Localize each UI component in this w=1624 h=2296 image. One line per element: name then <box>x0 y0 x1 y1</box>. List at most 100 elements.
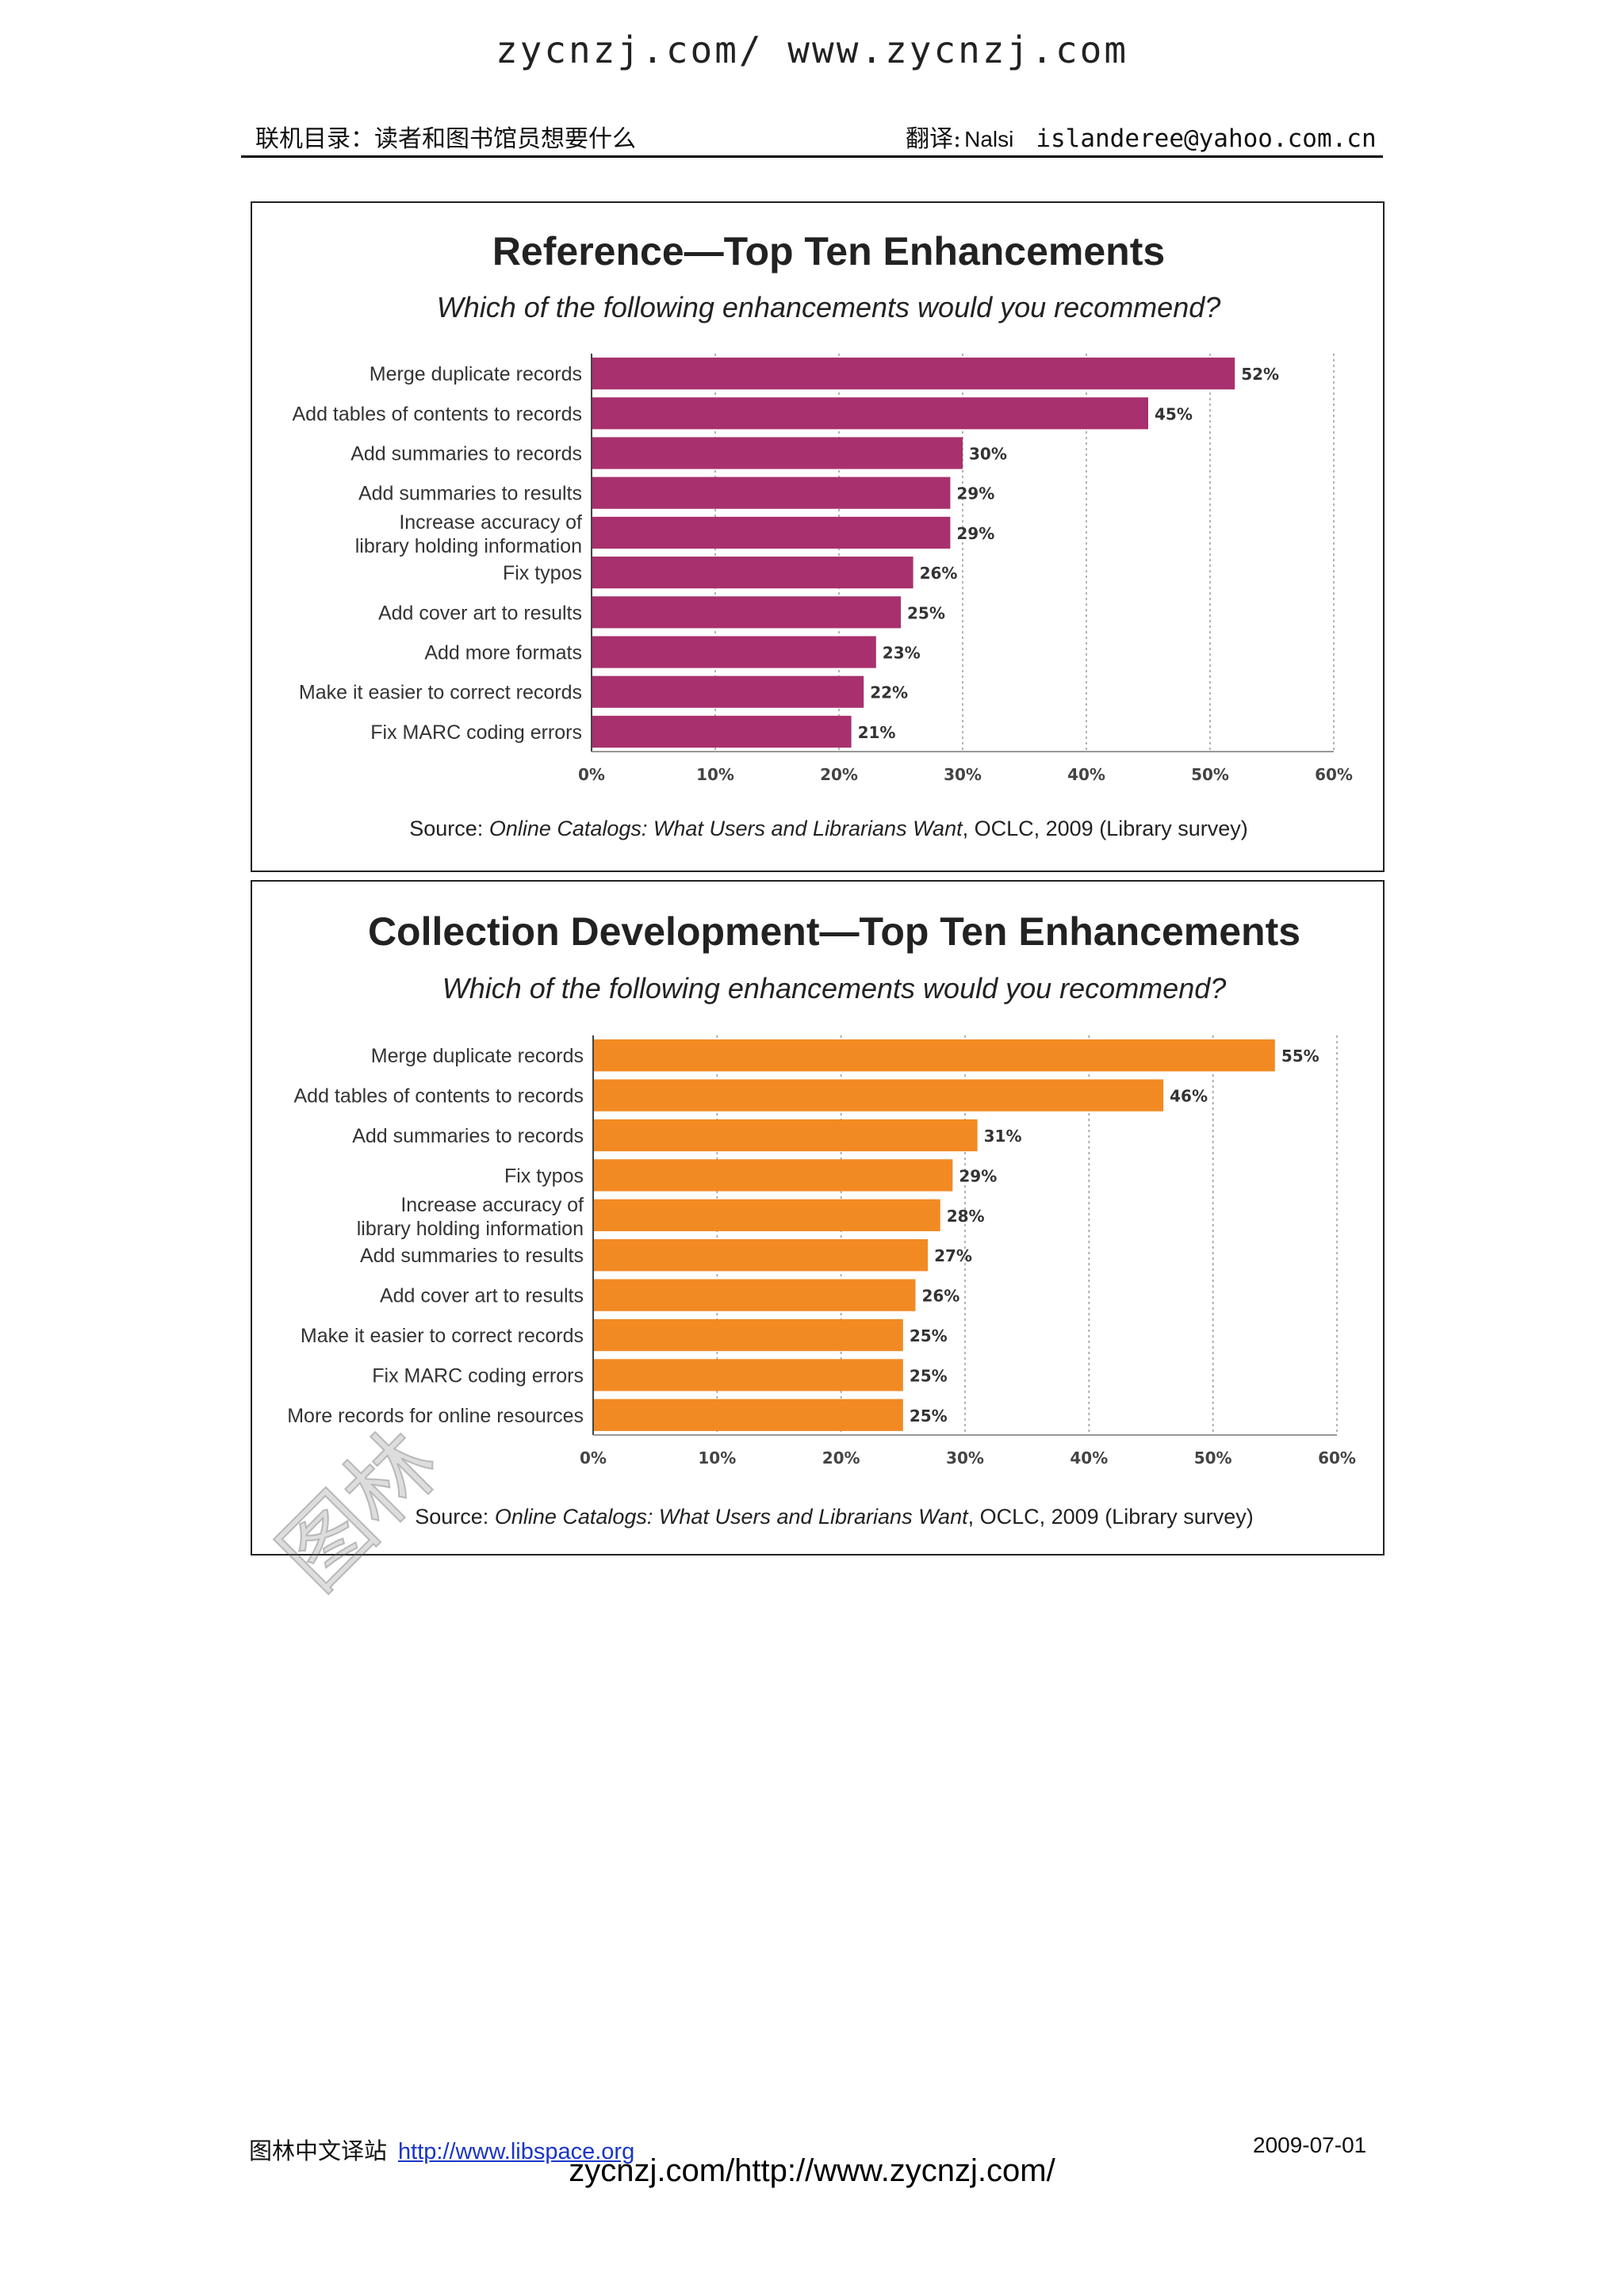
reference-category-label: Merge duplicate records <box>370 363 582 385</box>
collection-category-label: Fix typos <box>504 1165 584 1187</box>
footer-date: 2009-07-01 <box>1253 2133 1367 2157</box>
collection-category-label: Add summaries to records <box>352 1125 584 1147</box>
reference-bar <box>592 715 852 748</box>
collection-bar <box>594 1039 1275 1072</box>
collection-development-chart: Collection Development—Top Ten Enhanceme… <box>251 880 1385 1556</box>
collection-bar <box>594 1318 903 1352</box>
collection-bar <box>594 1279 916 1311</box>
reference-chart-svg: Reference—Top Ten Enhancements Which of t… <box>293 229 1353 840</box>
reference-category-label: Make it easier to correct records <box>299 682 582 704</box>
footer-watermark: zycnzj.com/http://www.zycnzj.com/ <box>569 2153 1055 2188</box>
reference-category-label: Fix typos <box>503 562 582 584</box>
top-watermark: zycnzj.com/ www.zycnzj.com <box>495 29 1129 71</box>
collection-data-label: 31% <box>984 1127 1022 1146</box>
collection-category-label: Add summaries to results <box>360 1245 584 1267</box>
collection-category-label-line: Increase accuracy of <box>400 1194 584 1216</box>
collection-data-label: 27% <box>934 1246 972 1265</box>
collection-bar <box>594 1159 953 1192</box>
reference-data-label: 25% <box>907 603 945 622</box>
collection-category-label: Merge duplicate records <box>371 1045 584 1067</box>
collection-title: Collection Development—Top Ten Enhanceme… <box>368 909 1300 954</box>
reference-x-tick-label: 50% <box>1191 765 1229 784</box>
reference-x-tick-label: 20% <box>820 765 858 784</box>
reference-bar <box>592 516 951 549</box>
collection-source-suffix: , OCLC, 2009 (Library survey) <box>968 1505 1254 1529</box>
reference-data-label: 45% <box>1155 404 1193 423</box>
reference-category-label: Add more formats <box>424 642 582 664</box>
reference-title: Reference—Top Ten Enhancements <box>492 229 1165 274</box>
translator-email: islanderee@yahoo.com.cn <box>1036 124 1377 153</box>
reference-category-label: Increase accuracy of library holding info… <box>355 511 582 557</box>
collection-category-label-line: library holding information <box>357 1218 584 1240</box>
reference-data-label: 30% <box>969 445 1007 464</box>
collection-category-label: More records for online resources <box>287 1405 584 1427</box>
collection-x-tick-label: 0% <box>580 1448 607 1468</box>
document-header-translator: 翻译: Nalsi islanderee@yahoo.com.cn <box>906 119 1377 154</box>
collection-x-tick-label: 10% <box>698 1448 736 1468</box>
collection-data-label: 26% <box>921 1287 959 1306</box>
reference-source-prefix: Source: <box>409 817 489 840</box>
reference-bar <box>592 437 963 469</box>
collection-category-label: Increase accuracy of library holding info… <box>357 1194 584 1240</box>
footer-site-name: 图林中文译站 <box>249 2137 388 2164</box>
reference-category-label-line: Increase accuracy of <box>399 511 582 534</box>
reference-data-label: 21% <box>858 723 896 742</box>
reference-category-label-line: library holding information <box>355 535 582 557</box>
collection-bar <box>594 1399 903 1431</box>
reference-x-tick-label: 10% <box>696 765 734 784</box>
collection-bar <box>594 1199 940 1231</box>
collection-data-label: 25% <box>910 1366 948 1385</box>
collection-development-chart-svg: Collection Development—Top Ten Enhanceme… <box>287 909 1356 1529</box>
reference-source-title: Online Catalogs: What Users and Libraria… <box>489 817 963 840</box>
reference-subtitle: Which of the following enhancements woul… <box>437 291 1221 323</box>
collection-category-label: Add cover art to results <box>380 1285 584 1307</box>
reference-source: Source: Online Catalogs: What Users and … <box>409 817 1247 840</box>
reference-bar <box>592 557 914 589</box>
reference-bar <box>592 476 951 509</box>
collection-bar <box>594 1359 903 1391</box>
reference-data-label: 26% <box>920 564 958 583</box>
translator-label: 翻译: <box>906 125 962 153</box>
collection-data-label: 55% <box>1281 1047 1320 1066</box>
reference-bar <box>592 358 1235 390</box>
collection-data-label: 28% <box>947 1207 985 1226</box>
collection-category-label: Add tables of contents to records <box>294 1085 584 1108</box>
reference-data-label: 23% <box>883 644 921 663</box>
reference-data-label: 29% <box>956 484 994 503</box>
collection-bar <box>594 1119 978 1152</box>
reference-category-label: Add tables of contents to records <box>293 403 583 425</box>
collection-x-tick-label: 20% <box>822 1448 860 1468</box>
collection-data-label: 29% <box>959 1166 997 1185</box>
reference-source-suffix: , OCLC, 2009 (Library survey) <box>963 817 1248 840</box>
translator-name: Nalsi <box>964 127 1014 151</box>
reference-category-label: Add summaries to records <box>350 443 582 465</box>
collection-x-tick-label: 40% <box>1070 1448 1108 1468</box>
reference-category-label: Fix MARC coding errors <box>370 721 582 744</box>
reference-data-label: 22% <box>870 683 908 702</box>
collection-category-label: Fix MARC coding errors <box>372 1364 584 1387</box>
collection-data-label: 25% <box>910 1406 948 1425</box>
collection-data-label: 46% <box>1170 1087 1208 1106</box>
header-divider <box>241 155 1383 158</box>
collection-category-label: Make it easier to correct records <box>301 1325 584 1347</box>
collection-source: Source: Online Catalogs: What Users and … <box>415 1505 1253 1529</box>
reference-category-label: Add summaries to results <box>358 483 582 505</box>
collection-source-title: Online Catalogs: What Users and Libraria… <box>495 1505 969 1529</box>
reference-bar <box>592 636 876 668</box>
collection-bar <box>594 1079 1164 1112</box>
reference-category-label: Add cover art to results <box>378 602 582 624</box>
reference-x-tick-label: 0% <box>578 765 605 784</box>
reference-bar <box>592 675 864 708</box>
footer-link[interactable]: http://www.libspace.org <box>398 2139 635 2164</box>
footer-site: 图林中文译站 http://www.libspace.org <box>249 2133 634 2166</box>
reference-x-tick-label: 60% <box>1315 765 1353 784</box>
collection-x-tick-label: 50% <box>1194 1448 1232 1468</box>
collection-x-tick-label: 30% <box>946 1448 984 1468</box>
reference-data-label: 29% <box>956 524 994 543</box>
reference-x-tick-label: 30% <box>944 765 982 784</box>
collection-bar <box>594 1239 929 1272</box>
reference-bar <box>592 397 1148 430</box>
collection-x-tick-label: 60% <box>1318 1448 1356 1468</box>
collection-source-prefix: Source: <box>415 1505 495 1529</box>
collection-data-label: 25% <box>910 1326 948 1345</box>
